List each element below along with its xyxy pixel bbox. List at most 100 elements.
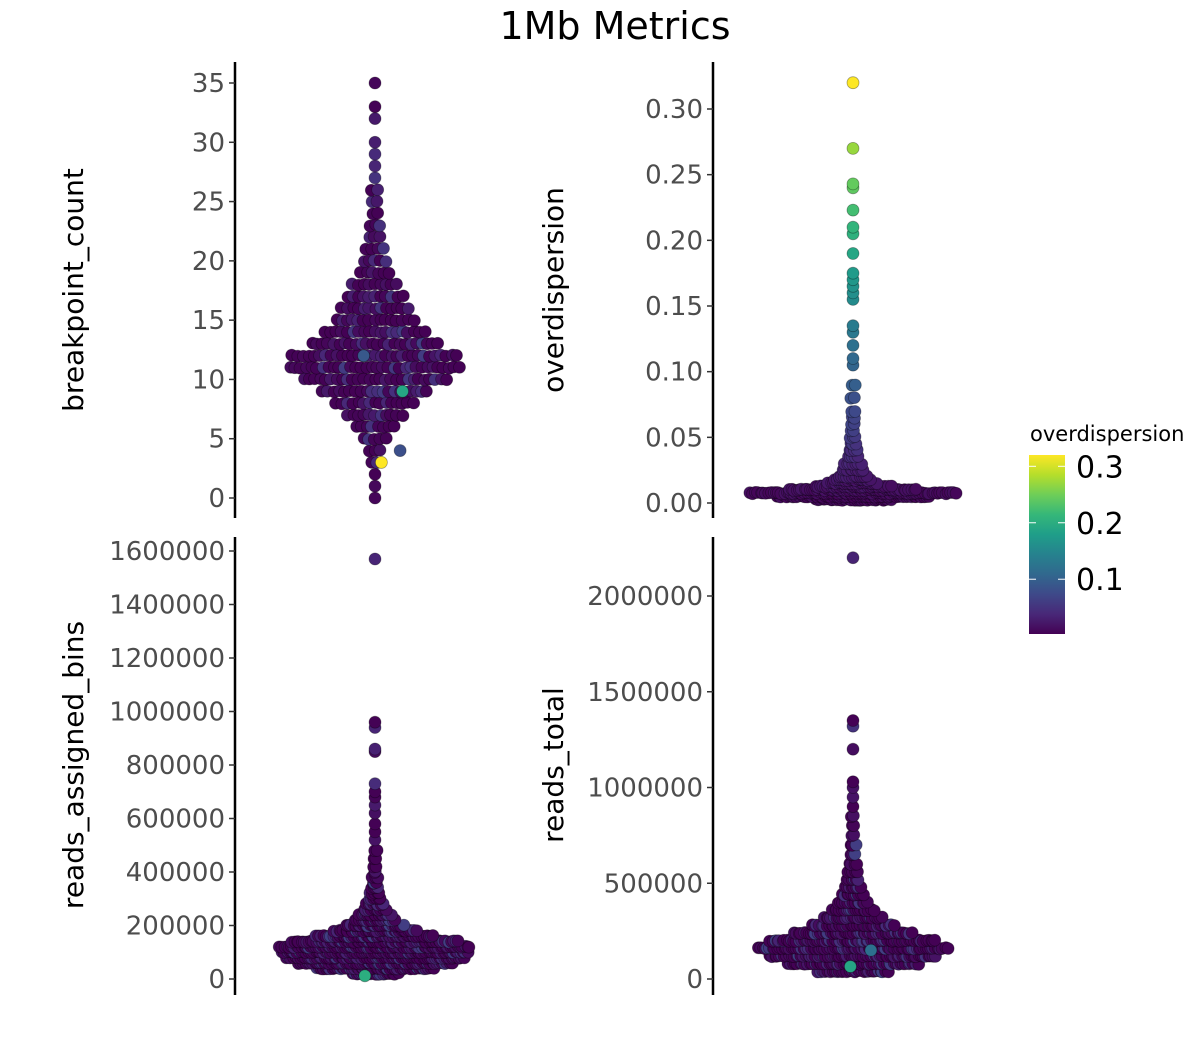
legend-tick-label: 0.2 <box>1076 507 1124 542</box>
y-tick-label: 0.15 <box>645 292 703 322</box>
data-point <box>382 266 396 280</box>
y-tick-label: 500000 <box>604 869 703 899</box>
panel-reads_total: 0 500000 1000000 1500000 2000000 reads_total <box>537 537 955 995</box>
data-point <box>407 396 421 410</box>
points <box>752 551 955 979</box>
chart-title: 1Mb Metrics <box>499 4 731 48</box>
data-point <box>373 443 387 457</box>
y-tick-label: 0.20 <box>645 226 703 256</box>
y-tick-label: 35 <box>192 69 225 99</box>
y-tick-label: 10 <box>192 365 225 395</box>
data-point-highlight <box>374 456 388 469</box>
data-point <box>390 277 403 291</box>
y-axis-label: reads_assigned_bins <box>57 621 90 909</box>
panel-reads_assigned_bins: 0 200000 400000 600000 800000 1000000 1200000 1… <box>57 537 476 995</box>
data-point <box>368 147 382 161</box>
legend-tick-label: 0.3 <box>1076 450 1124 485</box>
data-point <box>368 552 382 566</box>
data-point <box>370 844 384 857</box>
data-point <box>368 777 382 791</box>
data-point <box>909 482 923 496</box>
data-point <box>371 183 385 197</box>
data-point <box>949 486 963 500</box>
y-tick-label: 25 <box>192 188 225 218</box>
y-tick-label: 15 <box>192 306 225 336</box>
data-point-highlight <box>393 444 407 457</box>
data-point <box>846 319 860 333</box>
data-point <box>426 929 440 942</box>
panel-breakpoint_count: 0 5 10 15 20 25 30 35 breakpoint_count <box>57 62 466 518</box>
data-point <box>368 715 382 729</box>
data-point <box>453 360 466 374</box>
y-tick-label: 1000000 <box>587 774 703 804</box>
y-tick-label: 200000 <box>126 912 225 942</box>
y-tick-label: 0.00 <box>645 489 703 519</box>
data-point <box>450 348 463 362</box>
data-point <box>846 775 860 789</box>
y-tick-label: 0.30 <box>645 95 703 125</box>
data-point <box>888 919 901 932</box>
data-point <box>368 742 382 756</box>
y-tick-label: 400000 <box>126 858 225 888</box>
y-tick-label: 800000 <box>126 751 225 781</box>
data-point <box>410 924 424 938</box>
legend-colorbar <box>1029 455 1065 634</box>
data-point <box>885 479 898 493</box>
data-point <box>451 934 465 948</box>
data-point <box>368 159 382 173</box>
data-point <box>846 141 860 155</box>
data-point <box>941 942 955 955</box>
data-point <box>368 479 382 493</box>
data-point <box>846 714 860 727</box>
y-tick-label: 0.25 <box>645 161 703 191</box>
data-point-highlight <box>358 969 372 983</box>
data-point <box>848 405 862 418</box>
y-tick-label: 2000000 <box>587 582 703 612</box>
data-point <box>370 194 384 208</box>
data-point <box>407 314 421 328</box>
data-point <box>440 373 454 387</box>
data-point <box>846 76 860 90</box>
y-tick-label: 600000 <box>126 805 225 835</box>
y-tick-label: 5 <box>208 425 225 455</box>
legend-title: overdispersion <box>1030 422 1184 446</box>
y-tick-label: 0 <box>208 965 225 995</box>
y-tick-label: 1600000 <box>109 537 225 567</box>
data-point <box>848 391 861 405</box>
data-point <box>401 302 415 316</box>
y-tick-label: 20 <box>192 247 225 277</box>
data-point <box>846 338 860 352</box>
data-point <box>848 378 862 392</box>
data-point-highlight <box>864 943 878 957</box>
data-point <box>368 171 382 185</box>
data-point <box>846 177 860 191</box>
y-tick-label: 0 <box>208 484 225 514</box>
data-point <box>396 409 410 423</box>
data-point <box>905 926 919 939</box>
data-point-highlight <box>357 349 371 363</box>
data-point <box>846 742 860 756</box>
data-point <box>368 817 382 831</box>
data-point-highlight <box>844 960 857 973</box>
y-tick-label: 1200000 <box>109 644 225 674</box>
data-point <box>377 241 390 255</box>
data-point <box>368 491 382 505</box>
legend-tick-label: 0.1 <box>1076 563 1124 598</box>
data-point <box>846 203 860 217</box>
data-point <box>846 220 860 234</box>
data-point <box>418 325 432 339</box>
y-tick-label: 30 <box>192 128 225 158</box>
points <box>284 76 466 505</box>
data-point-highlight <box>396 384 409 398</box>
y-tick-label: 1000000 <box>109 698 225 728</box>
y-tick-label: 0.10 <box>645 358 703 388</box>
panel-overdispersion: 0.00 0.05 0.10 0.15 0.20 0.25 0.30 overdispersi… <box>537 62 963 519</box>
data-point <box>379 431 393 445</box>
data-point <box>462 940 476 954</box>
y-axis-label: breakpoint_count <box>57 168 90 412</box>
data-point <box>368 135 382 149</box>
data-point <box>368 467 382 481</box>
data-point <box>397 918 411 932</box>
data-point <box>379 255 393 269</box>
